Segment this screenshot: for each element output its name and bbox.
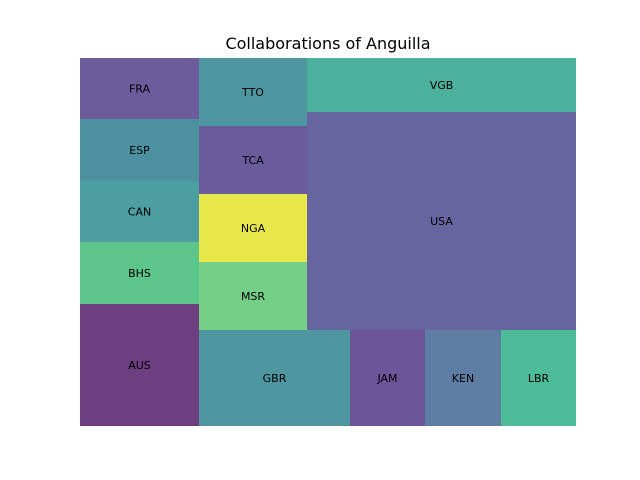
treemap-label-aus: AUS xyxy=(128,359,151,372)
treemap-cell-esp xyxy=(80,119,199,181)
treemap-cell-tto xyxy=(199,58,307,126)
treemap-label-fra: FRA xyxy=(129,83,151,96)
treemap-label-can: CAN xyxy=(128,206,151,219)
treemap-label-jam: JAM xyxy=(376,372,397,385)
treemap-cell-jam xyxy=(350,330,425,426)
treemap-cells: AUS BHS CAN ESP FRA TTO TCA NGA MSR GBR JAM KEN LBR U… xyxy=(80,58,576,426)
treemap-label-bhs: BHS xyxy=(128,267,151,280)
treemap-cell-vgb xyxy=(307,58,576,112)
treemap-cell-tca xyxy=(199,126,307,194)
treemap-label-esp: ESP xyxy=(129,144,150,157)
treemap-label-usa: USA xyxy=(430,215,453,228)
treemap-cell-aus xyxy=(80,304,199,426)
treemap-label-gbr: GBR xyxy=(263,372,287,385)
treemap-cell-nga xyxy=(199,194,307,262)
treemap-cell-can xyxy=(80,181,199,242)
treemap-label-msr: MSR xyxy=(241,290,265,303)
treemap-cell-lbr xyxy=(501,330,576,426)
treemap-cell-bhs xyxy=(80,242,199,304)
treemap-cell-ken xyxy=(425,330,501,426)
treemap-label-lbr: LBR xyxy=(528,372,550,385)
treemap-cell-gbr xyxy=(199,330,350,426)
treemap-cell-msr xyxy=(199,262,307,330)
treemap-label-vgb: VGB xyxy=(430,79,454,92)
treemap-cell-usa xyxy=(307,112,576,330)
treemap-cell-fra xyxy=(80,58,199,119)
chart-title: Collaborations of Anguilla xyxy=(225,34,430,53)
treemap-label-tto: TTO xyxy=(241,86,264,99)
treemap-label-ken: KEN xyxy=(452,372,474,385)
treemap-label-nga: NGA xyxy=(241,222,266,235)
treemap-label-tca: TCA xyxy=(241,154,264,167)
